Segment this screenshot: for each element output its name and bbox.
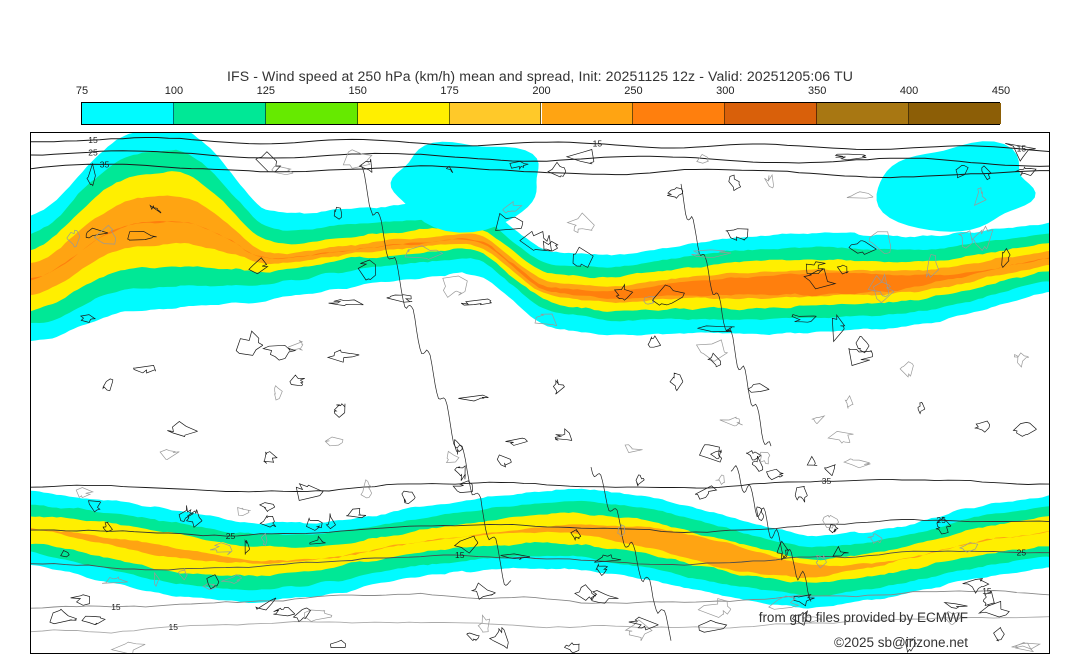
svg-text:15: 15 <box>1017 144 1027 154</box>
svg-text:25: 25 <box>936 515 946 525</box>
svg-text:35: 35 <box>822 476 832 486</box>
svg-text:15: 15 <box>455 550 465 560</box>
svg-text:15: 15 <box>593 139 603 149</box>
svg-text:15: 15 <box>88 135 98 145</box>
svg-text:25: 25 <box>226 531 236 541</box>
svg-text:25: 25 <box>88 147 98 157</box>
svg-text:35: 35 <box>100 159 110 169</box>
svg-text:25: 25 <box>1017 548 1027 558</box>
svg-text:15: 15 <box>982 586 992 596</box>
